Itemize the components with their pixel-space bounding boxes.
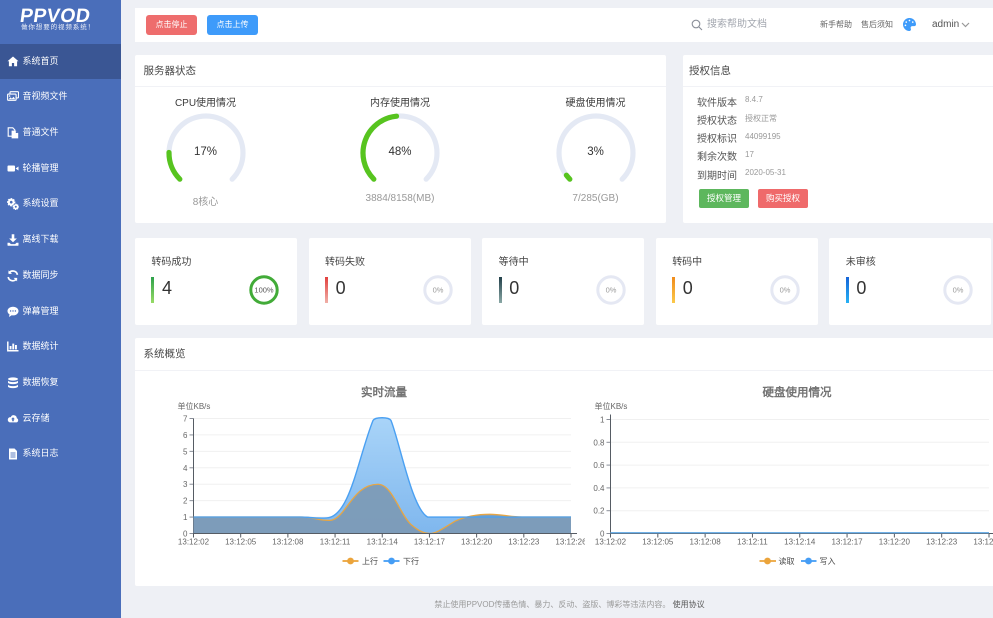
svg-text:5: 5 <box>183 447 188 456</box>
svg-text:13:12:08: 13:12:08 <box>690 538 722 547</box>
svg-text:13:12:26: 13:12:26 <box>973 538 993 547</box>
svg-text:13:12:02: 13:12:02 <box>595 538 627 547</box>
svg-text:13:12:17: 13:12:17 <box>831 538 863 547</box>
svg-text:13:12:26: 13:12:26 <box>555 538 585 547</box>
svg-text:1: 1 <box>183 513 188 522</box>
svg-text:1: 1 <box>600 416 605 425</box>
svg-text:0: 0 <box>600 530 605 539</box>
svg-text:13:12:23: 13:12:23 <box>508 538 540 547</box>
svg-text:13:12:20: 13:12:20 <box>461 538 493 547</box>
svg-text:0%: 0% <box>606 285 617 294</box>
svg-text:13:12:20: 13:12:20 <box>879 538 911 547</box>
svg-text:100%: 100% <box>254 285 274 294</box>
svg-text:6: 6 <box>183 431 188 440</box>
svg-text:13:12:05: 13:12:05 <box>225 538 257 547</box>
svg-text:0.2: 0.2 <box>593 507 605 516</box>
svg-text:13:12:02: 13:12:02 <box>178 538 210 547</box>
svg-text:2: 2 <box>183 497 188 506</box>
svg-text:13:12:14: 13:12:14 <box>367 538 399 547</box>
svg-text:13:12:11: 13:12:11 <box>320 538 351 547</box>
svg-text:0%: 0% <box>953 285 964 294</box>
svg-text:3: 3 <box>183 480 188 489</box>
svg-text:0: 0 <box>183 530 188 539</box>
svg-text:0%: 0% <box>432 285 443 294</box>
svg-text:13:12:23: 13:12:23 <box>926 538 958 547</box>
svg-text:13:12:14: 13:12:14 <box>784 538 816 547</box>
svg-text:7: 7 <box>183 415 188 424</box>
svg-text:13:12:05: 13:12:05 <box>642 538 674 547</box>
svg-text:写入: 写入 <box>820 557 836 566</box>
svg-text:读取: 读取 <box>779 556 795 566</box>
svg-text:4: 4 <box>183 464 188 473</box>
svg-text:13:12:11: 13:12:11 <box>737 538 768 547</box>
svg-text:0.6: 0.6 <box>593 461 605 470</box>
svg-text:下行: 下行 <box>403 556 419 566</box>
svg-text:上行: 上行 <box>362 556 378 566</box>
svg-text:13:12:08: 13:12:08 <box>272 538 304 547</box>
svg-text:0.4: 0.4 <box>593 484 605 493</box>
svg-text:13:12:17: 13:12:17 <box>414 538 446 547</box>
svg-text:0.8: 0.8 <box>593 438 605 447</box>
svg-text:0%: 0% <box>779 285 790 294</box>
